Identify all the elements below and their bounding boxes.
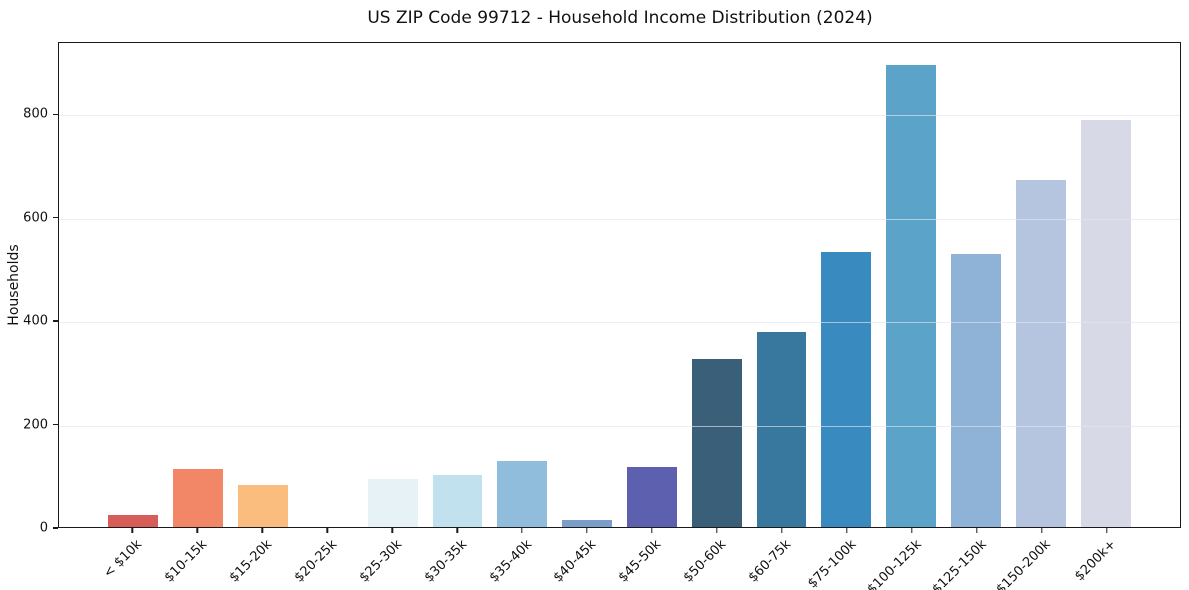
bar-$10-15k bbox=[173, 468, 224, 527]
x-tick-mark bbox=[131, 528, 134, 533]
bar-slot bbox=[879, 43, 944, 527]
x-tick-label: $75-100k bbox=[805, 537, 860, 590]
x-tick-mark bbox=[975, 528, 978, 533]
bar-slot bbox=[620, 43, 685, 527]
bar-slot bbox=[425, 43, 490, 527]
x-tick-mark bbox=[716, 528, 718, 533]
bar-slot bbox=[166, 43, 231, 527]
y-tick-mark bbox=[53, 527, 58, 529]
bar-slot bbox=[944, 43, 1009, 527]
x-tick-label: $35-40k bbox=[486, 537, 535, 586]
bar-$75-100k bbox=[821, 252, 872, 527]
bar-$125-150k bbox=[951, 254, 1001, 527]
x-tick-label: $20-25k bbox=[291, 537, 340, 586]
bar-$200k+ bbox=[1080, 120, 1131, 527]
bar-$35-40k bbox=[497, 461, 548, 527]
x-tick-mark bbox=[326, 528, 328, 533]
y-tick-label: 800 bbox=[23, 106, 48, 122]
y-tick-label: 400 bbox=[23, 313, 48, 329]
x-tick-label: $40-45k bbox=[551, 537, 600, 586]
x-tick-mark bbox=[586, 528, 588, 533]
x-tick-label: $30-35k bbox=[421, 537, 470, 586]
bars-layer bbox=[59, 43, 1180, 527]
bar-$40-45k bbox=[562, 520, 613, 527]
x-tick-label: $125-150k bbox=[929, 537, 990, 590]
bar-$25-30k bbox=[367, 479, 418, 527]
x-tick-mark bbox=[261, 528, 264, 533]
x-tick-label: $15-20k bbox=[226, 537, 275, 586]
bar-slot bbox=[360, 43, 425, 527]
x-tick-label: $200k+ bbox=[1072, 537, 1120, 585]
x-tick-mark bbox=[781, 528, 783, 533]
x-tick-label: $100-125k bbox=[864, 537, 925, 590]
x-tick-mark bbox=[846, 528, 848, 533]
bar-$150-200k bbox=[1015, 179, 1066, 527]
bar-slot bbox=[814, 43, 879, 527]
x-tick-mark bbox=[911, 528, 913, 533]
bar-$15-20k bbox=[238, 485, 288, 527]
bar-$30-35k bbox=[432, 474, 483, 527]
bar-slot bbox=[684, 43, 749, 527]
y-tick-label: 0 bbox=[39, 520, 48, 536]
chart-title: US ZIP Code 99712 - Household Income Dis… bbox=[367, 8, 873, 28]
x-tick-mark bbox=[456, 528, 458, 533]
bar-slot bbox=[749, 43, 814, 527]
x-tick-label: < $10k bbox=[100, 537, 146, 582]
bar-slot bbox=[1073, 43, 1138, 527]
y-tick-label: 600 bbox=[23, 210, 48, 226]
bar-slot bbox=[101, 43, 166, 527]
bar-slot bbox=[555, 43, 620, 527]
x-tick-mark bbox=[196, 528, 199, 533]
bar-slot bbox=[490, 43, 555, 527]
x-tick-mark bbox=[521, 528, 523, 533]
y-tick-mark bbox=[53, 113, 58, 116]
y-tick-label: 200 bbox=[23, 417, 48, 433]
bar-$45-50k bbox=[626, 467, 677, 527]
x-tick-mark bbox=[391, 528, 393, 533]
gridline-600 bbox=[59, 218, 1180, 220]
x-tick-mark bbox=[1040, 528, 1043, 533]
x-tick-mark bbox=[1105, 528, 1108, 533]
y-tick-mark bbox=[53, 217, 58, 219]
x-tick-label: $60-75k bbox=[745, 537, 795, 586]
bar-$100-125k bbox=[886, 65, 937, 527]
x-tick-label: $50-60k bbox=[681, 537, 730, 586]
bar-slot bbox=[231, 43, 296, 527]
gridline-400 bbox=[59, 322, 1180, 324]
x-tick-label: $25-30k bbox=[356, 537, 405, 586]
y-tick-mark bbox=[53, 320, 58, 322]
x-tick-mark bbox=[651, 528, 653, 533]
x-tick-label: $45-50k bbox=[616, 537, 665, 586]
gridline-800 bbox=[59, 115, 1180, 117]
x-tick-label: $150-200k bbox=[994, 537, 1055, 590]
gridline-200 bbox=[59, 425, 1180, 427]
y-tick-mark bbox=[53, 423, 58, 426]
bar-$50-60k bbox=[691, 358, 742, 527]
plot-area bbox=[58, 42, 1181, 528]
bar-slot bbox=[1008, 43, 1073, 527]
bar-< $10k bbox=[108, 514, 159, 527]
x-tick-label: $10-15k bbox=[161, 537, 211, 586]
bar-$60-75k bbox=[756, 331, 807, 527]
